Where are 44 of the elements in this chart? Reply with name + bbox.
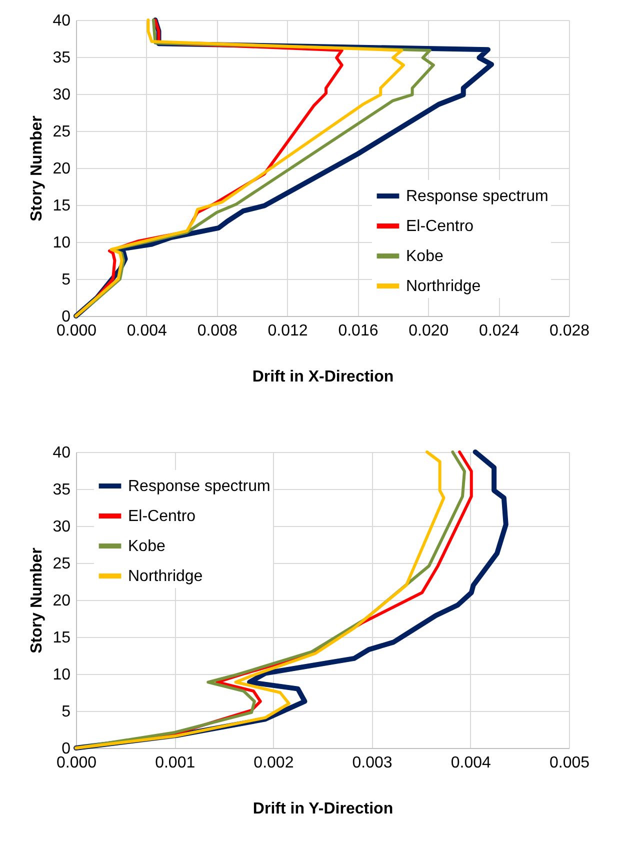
x-tick-label: 0.002 — [254, 754, 294, 772]
x-tick-label: 0.016 — [338, 322, 378, 340]
y-tick-label: 0 — [62, 740, 71, 758]
legend-label: Response spectrum — [406, 188, 548, 205]
y-tick-label: 10 — [52, 234, 71, 252]
x-tick-label: 0.004 — [450, 754, 492, 772]
y-tick-label: 35 — [52, 482, 71, 498]
y-tick-label: 20 — [52, 592, 71, 610]
y-tick-label: 10 — [52, 666, 71, 684]
x-axis-title: Drift in X-Direction — [252, 368, 394, 386]
y-tick-label: 15 — [52, 630, 71, 646]
legend-label: Response spectrum — [128, 478, 270, 495]
legend-label: Northridge — [406, 278, 481, 295]
y-tick-label: 25 — [52, 556, 71, 572]
x-tick-label: 0.008 — [197, 322, 238, 340]
x-tick-label: 0.005 — [549, 754, 590, 772]
x-tick-label: 0.001 — [155, 754, 196, 772]
y-axis-title: Story Number — [28, 548, 46, 654]
y-axis-title: Story Number — [28, 116, 46, 222]
x-tick-label: 0.024 — [479, 322, 520, 340]
x-axis-title: Drift in Y-Direction — [252, 800, 394, 818]
legend-label: El-Centro — [128, 508, 196, 525]
y-tick-label: 5 — [62, 704, 71, 720]
legend-label: El-Centro — [406, 218, 474, 235]
y-tick-label: 20 — [52, 160, 71, 178]
legend-label: Kobe — [128, 538, 166, 555]
y-tick-label: 15 — [52, 198, 71, 214]
y-tick-label: 25 — [52, 124, 71, 140]
y-tick-label: 35 — [52, 50, 71, 66]
legend-label: Kobe — [406, 248, 444, 265]
y-tick-label: 30 — [52, 86, 71, 104]
x-tick-label: 0.003 — [352, 754, 392, 772]
y-tick-label: 40 — [52, 444, 71, 462]
x-tick-label: 0.000 — [56, 322, 97, 340]
y-tick-label: 40 — [52, 12, 71, 30]
x-tick-label: 0.000 — [56, 754, 97, 772]
y-tick-label: 0 — [62, 308, 71, 326]
legend-label: Northridge — [128, 568, 203, 585]
x-tick-label: 0.012 — [268, 322, 308, 340]
y-tick-label: 30 — [52, 518, 71, 536]
x-tick-label: 0.004 — [126, 322, 168, 340]
x-tick-label: 0.028 — [549, 322, 590, 340]
y-tick-label: 5 — [62, 272, 71, 288]
x-tick-label: 0.020 — [408, 322, 449, 340]
